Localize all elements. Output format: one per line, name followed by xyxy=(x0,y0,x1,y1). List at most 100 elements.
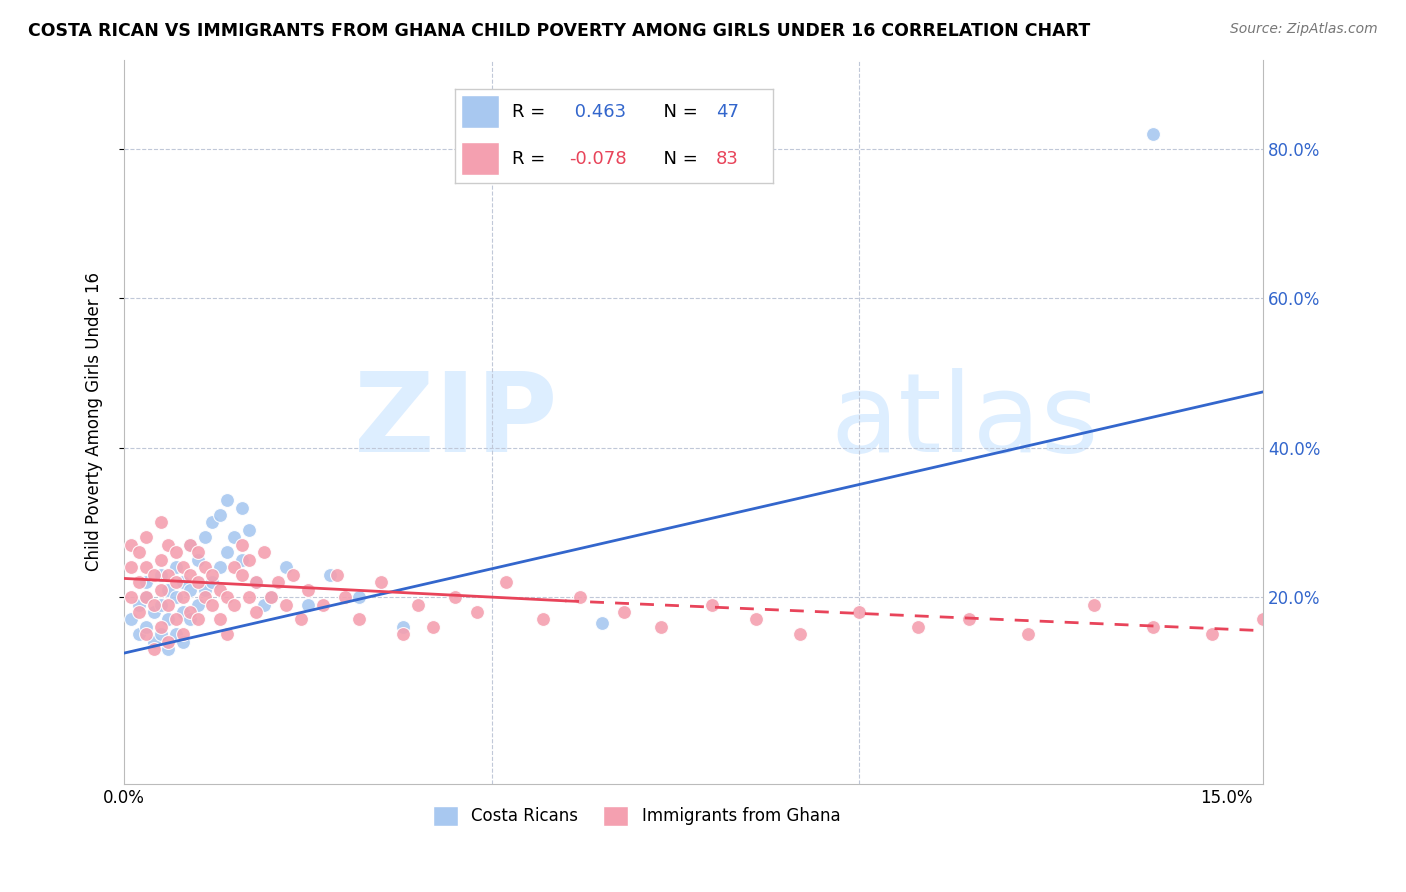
Point xyxy=(406,598,429,612)
Point xyxy=(149,553,172,567)
Point xyxy=(495,575,517,590)
Point xyxy=(187,545,209,559)
Point xyxy=(128,605,150,619)
Point xyxy=(1142,620,1164,634)
Point xyxy=(208,582,231,597)
Point xyxy=(179,538,201,552)
Point xyxy=(208,560,231,574)
Point xyxy=(165,560,187,574)
Point xyxy=(135,530,157,544)
Point xyxy=(201,575,224,590)
Point xyxy=(165,613,187,627)
Point xyxy=(215,590,238,604)
Point xyxy=(274,598,297,612)
Point xyxy=(349,590,371,604)
Point xyxy=(135,575,157,590)
Point xyxy=(157,582,180,597)
Point xyxy=(172,627,194,641)
Point xyxy=(142,567,165,582)
Point xyxy=(297,582,319,597)
Point xyxy=(172,590,194,604)
Point xyxy=(142,598,165,612)
Point xyxy=(157,613,180,627)
Point xyxy=(149,567,172,582)
Point xyxy=(149,598,172,612)
Point xyxy=(333,590,356,604)
Point xyxy=(201,598,224,612)
Point xyxy=(1303,635,1326,649)
Point xyxy=(238,553,260,567)
Point xyxy=(1017,627,1039,641)
Point xyxy=(128,575,150,590)
Point xyxy=(224,560,246,574)
Point xyxy=(179,613,201,627)
Y-axis label: Child Poverty Among Girls Under 16: Child Poverty Among Girls Under 16 xyxy=(86,272,103,571)
Point xyxy=(444,590,467,604)
Point xyxy=(392,620,415,634)
Text: ZIP: ZIP xyxy=(354,368,557,475)
Point xyxy=(172,635,194,649)
Point xyxy=(149,516,172,530)
Point xyxy=(215,545,238,559)
Point xyxy=(422,620,444,634)
Point xyxy=(907,620,929,634)
Point xyxy=(245,605,267,619)
Point xyxy=(165,627,187,641)
Point xyxy=(135,620,157,634)
Point xyxy=(121,613,143,627)
Point xyxy=(128,545,150,559)
Point xyxy=(370,575,392,590)
Point xyxy=(142,605,165,619)
Point xyxy=(957,613,980,627)
Point xyxy=(179,567,201,582)
Text: COSTA RICAN VS IMMIGRANTS FROM GHANA CHILD POVERTY AMONG GIRLS UNDER 16 CORRELAT: COSTA RICAN VS IMMIGRANTS FROM GHANA CHI… xyxy=(28,22,1091,40)
Point xyxy=(194,530,217,544)
Point xyxy=(326,567,349,582)
Point xyxy=(172,605,194,619)
Point xyxy=(224,530,246,544)
Point xyxy=(172,560,194,574)
Point xyxy=(135,590,157,604)
Point xyxy=(349,613,371,627)
Point xyxy=(179,538,201,552)
Point xyxy=(245,575,267,590)
Point xyxy=(135,627,157,641)
Point xyxy=(319,567,342,582)
Point xyxy=(194,560,217,574)
Point xyxy=(531,613,554,627)
Point xyxy=(135,560,157,574)
Point xyxy=(215,493,238,508)
Point xyxy=(187,575,209,590)
Point xyxy=(187,553,209,567)
Point xyxy=(165,545,187,559)
Point xyxy=(1083,598,1105,612)
Point xyxy=(568,590,591,604)
Point xyxy=(157,635,180,649)
Point xyxy=(208,613,231,627)
Point xyxy=(135,590,157,604)
Point xyxy=(297,598,319,612)
Point xyxy=(1142,128,1164,142)
Point xyxy=(613,605,636,619)
Point xyxy=(194,590,217,604)
Point xyxy=(238,590,260,604)
Point xyxy=(238,523,260,537)
Point xyxy=(157,598,180,612)
Point xyxy=(392,627,415,641)
Text: Source: ZipAtlas.com: Source: ZipAtlas.com xyxy=(1230,22,1378,37)
Point xyxy=(201,516,224,530)
Point xyxy=(224,598,246,612)
Point xyxy=(283,567,305,582)
Point xyxy=(245,575,267,590)
Point xyxy=(128,627,150,641)
Point xyxy=(1201,627,1223,641)
Point xyxy=(165,575,187,590)
Point xyxy=(187,598,209,612)
Point xyxy=(465,605,488,619)
Point xyxy=(121,538,143,552)
Point xyxy=(149,582,172,597)
Point xyxy=(274,560,297,574)
Point xyxy=(121,560,143,574)
Point xyxy=(231,567,253,582)
Point xyxy=(179,582,201,597)
